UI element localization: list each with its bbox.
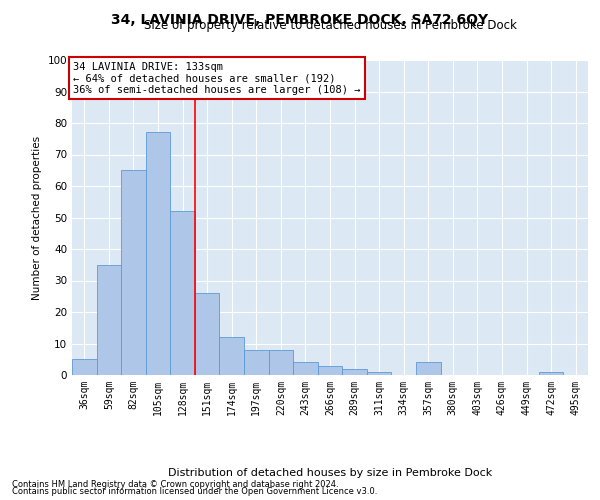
Title: Size of property relative to detached houses in Pembroke Dock: Size of property relative to detached ho…	[143, 20, 517, 32]
Bar	[146, 132, 170, 375]
Bar	[269, 350, 293, 375]
Bar	[121, 170, 146, 375]
Bar	[318, 366, 342, 375]
Bar	[367, 372, 391, 375]
Bar	[72, 359, 97, 375]
Bar	[170, 211, 195, 375]
Bar	[416, 362, 440, 375]
Bar	[342, 368, 367, 375]
Text: 34, LAVINIA DRIVE, PEMBROKE DOCK, SA72 6QY: 34, LAVINIA DRIVE, PEMBROKE DOCK, SA72 6…	[112, 12, 488, 26]
Bar	[539, 372, 563, 375]
Text: Contains HM Land Registry data © Crown copyright and database right 2024.: Contains HM Land Registry data © Crown c…	[12, 480, 338, 489]
Y-axis label: Number of detached properties: Number of detached properties	[32, 136, 42, 300]
Bar	[220, 337, 244, 375]
Text: Contains public sector information licensed under the Open Government Licence v3: Contains public sector information licen…	[12, 487, 377, 496]
Bar	[244, 350, 269, 375]
Bar	[195, 293, 220, 375]
X-axis label: Distribution of detached houses by size in Pembroke Dock: Distribution of detached houses by size …	[168, 468, 492, 478]
Text: 34 LAVINIA DRIVE: 133sqm
← 64% of detached houses are smaller (192)
36% of semi-: 34 LAVINIA DRIVE: 133sqm ← 64% of detach…	[73, 62, 361, 95]
Bar	[293, 362, 318, 375]
Bar	[97, 265, 121, 375]
